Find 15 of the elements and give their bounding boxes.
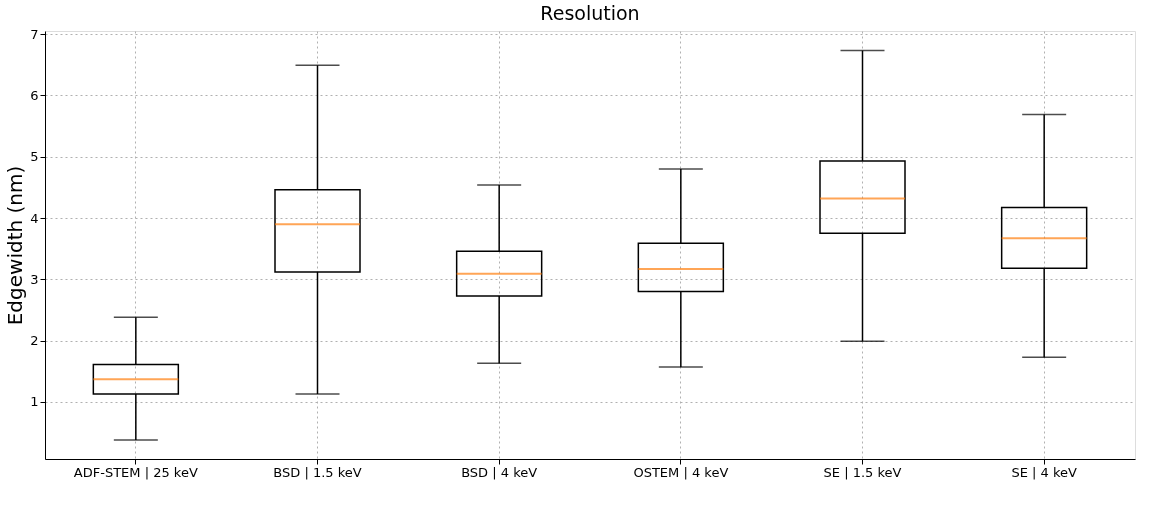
- y-tick-label: 7: [30, 26, 39, 42]
- x-tick-label: BSD | 1.5 keV: [273, 464, 362, 480]
- y-tick-label: 3: [30, 271, 39, 287]
- y-tick-label: 5: [30, 149, 39, 165]
- y-tick-label: 6: [30, 87, 39, 103]
- x-tick-label: SE | 4 keV: [1011, 464, 1077, 480]
- y-tick-label: 4: [30, 210, 39, 226]
- y-tick-label: 1: [30, 394, 39, 410]
- x-tick-label: ADF-STEM | 25 keV: [73, 464, 198, 480]
- x-tick-label: OSTEM | 4 keV: [633, 464, 729, 480]
- y-axis-title: Edgewidth (nm): [3, 165, 28, 326]
- x-tick-label: SE | 1.5 keV: [823, 464, 902, 480]
- x-tick-label: BSD | 4 keV: [461, 464, 538, 480]
- y-tick-label: 2: [30, 333, 39, 349]
- chart-title: Resolution: [540, 2, 640, 25]
